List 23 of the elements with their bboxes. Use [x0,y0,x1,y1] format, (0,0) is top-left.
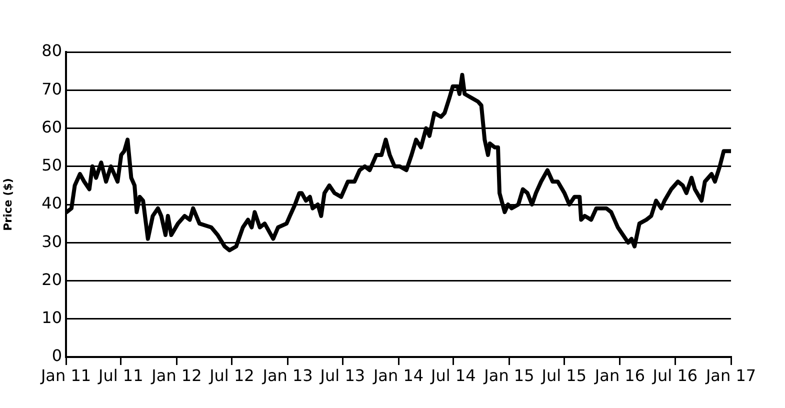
y-tick-label: 0 [52,346,62,366]
x-tick-label: Jan 11 [40,366,92,385]
x-tick-label: Jul 12 [208,366,254,385]
y-axis-title: Price ($) [1,178,14,231]
y-tick-label: 80 [42,41,62,60]
y-tick-label: 20 [42,270,62,289]
x-tick-label: Jan 16 [594,366,646,385]
x-tick-label: Jul 13 [319,366,366,385]
x-tick-label: Jan 17 [704,366,756,385]
x-tick-label: Jul 14 [430,366,476,385]
y-tick-label: 60 [42,117,62,136]
x-tick-label: Jul 15 [540,366,587,385]
x-tick-label: Jan 15 [483,366,534,385]
x-tick-label: Jul 16 [652,366,698,385]
x-tick-label: Jan 13 [262,366,313,385]
x-tick-label: Jan 14 [372,366,424,385]
x-tick-label: Jan 12 [150,366,202,385]
y-tick-label: 40 [42,194,62,213]
y-tick-label: 70 [42,79,62,98]
y-tick-label: 30 [42,232,62,251]
x-tick-label: Jul 11 [98,366,144,385]
y-tick-label: 10 [42,308,62,328]
y-tick-label: 50 [42,156,62,175]
